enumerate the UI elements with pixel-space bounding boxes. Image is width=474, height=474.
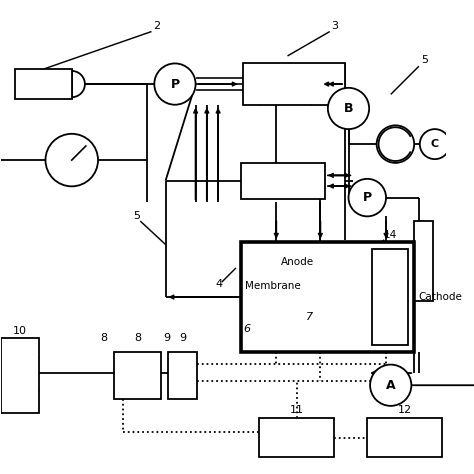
Text: 7: 7	[306, 312, 313, 322]
Bar	[241, 163, 325, 199]
Text: Anode: Anode	[281, 257, 314, 267]
Text: A: A	[386, 379, 395, 392]
Text: 2: 2	[154, 21, 161, 31]
Circle shape	[348, 179, 386, 216]
Text: B: B	[344, 102, 353, 115]
Circle shape	[377, 125, 414, 163]
Text: C: C	[431, 139, 439, 149]
Text: 10: 10	[13, 326, 27, 336]
Bar	[244, 64, 345, 105]
Bar	[114, 352, 161, 399]
Text: 8: 8	[100, 333, 107, 343]
Circle shape	[328, 88, 369, 129]
Circle shape	[155, 64, 196, 105]
Text: 4: 4	[215, 279, 222, 289]
Bar	[414, 221, 433, 301]
Text: 12: 12	[398, 405, 412, 415]
Bar	[241, 242, 414, 352]
Text: 14: 14	[384, 230, 397, 240]
Circle shape	[370, 365, 411, 406]
Bar	[1, 338, 39, 413]
Text: P: P	[363, 191, 372, 204]
Text: 9: 9	[164, 333, 171, 343]
Circle shape	[420, 129, 450, 159]
Text: P: P	[170, 78, 180, 91]
Bar	[372, 249, 408, 345]
Text: 6: 6	[244, 324, 251, 334]
Text: 3: 3	[332, 21, 338, 31]
Bar	[168, 352, 197, 399]
Circle shape	[46, 134, 98, 186]
Bar	[259, 418, 335, 457]
Bar	[367, 418, 442, 457]
Text: 5: 5	[133, 211, 140, 221]
Text: 8: 8	[134, 333, 141, 343]
Text: 9: 9	[179, 333, 186, 343]
Text: 5: 5	[421, 55, 428, 65]
Text: 11: 11	[290, 405, 304, 415]
Text: Cathode: Cathode	[418, 292, 462, 302]
Text: Membrane: Membrane	[246, 281, 301, 291]
Bar	[16, 69, 72, 99]
